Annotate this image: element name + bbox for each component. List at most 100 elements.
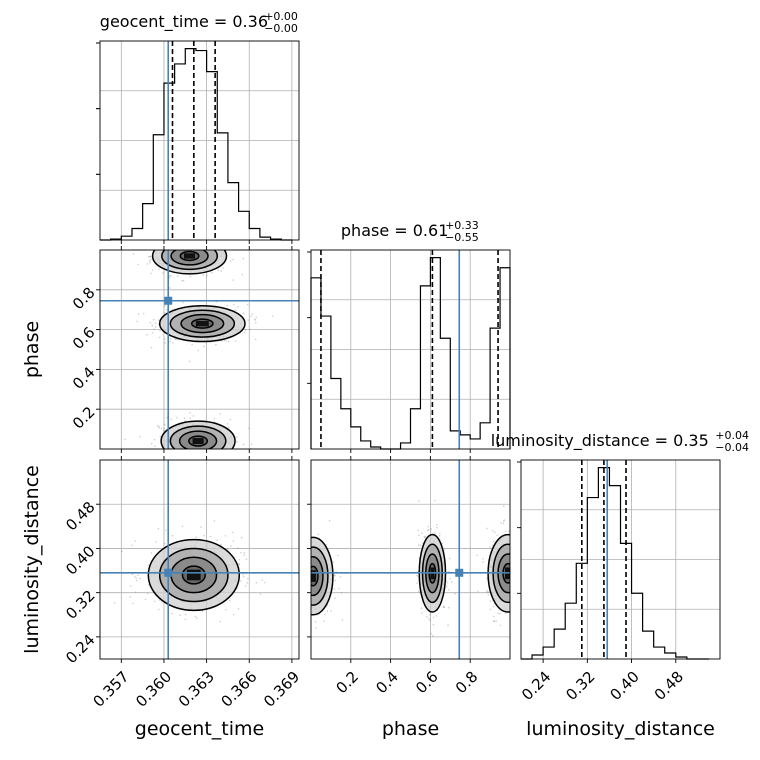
sample-point	[231, 531, 234, 534]
sample-point	[190, 242, 192, 244]
sample-point	[512, 560, 514, 562]
sample-point	[194, 248, 196, 250]
hist-frame	[310, 249, 511, 450]
sample-point	[261, 579, 263, 581]
sample-point	[301, 603, 303, 605]
sample-point	[524, 574, 526, 576]
sample-point	[511, 564, 513, 566]
sample-point	[211, 271, 213, 274]
sample-point	[304, 590, 306, 592]
density-panel-luminosity_distance_vs_geocent_time	[96, 459, 300, 663]
sample-point	[307, 539, 309, 541]
sample-point	[434, 499, 436, 502]
sample-point	[181, 457, 183, 459]
sample-point	[189, 275, 191, 278]
sample-point	[515, 537, 517, 539]
sample-point	[524, 578, 526, 580]
sample-point	[533, 597, 535, 599]
sample-point	[307, 562, 309, 564]
contour-line	[169, 309, 236, 338]
sample-point	[305, 583, 307, 585]
sample-point	[306, 597, 308, 599]
sample-point	[525, 556, 527, 558]
contour-line	[311, 555, 324, 597]
sample-point	[514, 534, 516, 536]
sample-point	[334, 579, 337, 582]
sample-point	[306, 609, 308, 611]
sample-point	[430, 528, 432, 530]
sample-point	[301, 573, 303, 575]
sample-point	[175, 338, 177, 341]
sample-point	[229, 260, 232, 263]
sample-point	[436, 526, 438, 529]
sample-point	[239, 580, 242, 582]
sample-point	[301, 593, 303, 595]
sample-point	[525, 584, 527, 586]
sample-point	[131, 573, 134, 575]
sample-point	[147, 255, 150, 258]
sample-point	[150, 442, 153, 445]
sample-point	[302, 576, 304, 578]
sample-point	[306, 544, 308, 546]
sample-point	[193, 245, 195, 247]
sample-point	[417, 534, 420, 537]
sample-point	[518, 599, 520, 601]
sample-point	[308, 604, 310, 606]
sample-point	[232, 303, 235, 306]
sample-point	[185, 242, 187, 244]
sample-point	[317, 533, 320, 536]
sample-point	[154, 244, 156, 246]
sample-point	[439, 532, 441, 535]
sample-point	[511, 585, 513, 587]
sample-point	[512, 590, 514, 592]
sample-point	[198, 451, 200, 453]
sample-point	[185, 247, 187, 249]
sample-point	[307, 588, 309, 590]
sample-point	[153, 328, 155, 331]
density-peak	[184, 253, 196, 259]
sample-point	[207, 451, 209, 453]
sample-point	[203, 345, 205, 348]
sample-point	[174, 248, 176, 250]
density-content	[100, 235, 299, 472]
sample-point	[190, 247, 192, 249]
sample-point	[162, 272, 164, 274]
sample-point	[519, 582, 521, 584]
sample-point	[519, 572, 521, 574]
sample-point	[513, 594, 515, 596]
sample-point	[416, 582, 419, 584]
contour-line	[151, 250, 228, 275]
sample-point	[201, 451, 203, 453]
sample-point	[241, 273, 244, 276]
sample-point	[124, 438, 126, 441]
sample-point	[171, 248, 173, 250]
sample-point	[159, 245, 161, 247]
sample-point	[533, 555, 535, 557]
sample-point	[225, 339, 228, 342]
sample-point	[242, 450, 244, 452]
sample-point	[512, 565, 514, 567]
sample-point	[304, 554, 306, 556]
sample-point	[195, 248, 197, 250]
sample-point	[516, 551, 518, 553]
sample-point	[185, 245, 187, 247]
sample-point	[180, 235, 182, 237]
sample-point	[259, 593, 262, 596]
sample-point	[191, 453, 193, 455]
sample-point	[516, 547, 518, 549]
sample-point	[438, 535, 441, 537]
sample-point	[149, 261, 151, 264]
sample-point	[217, 241, 219, 243]
sample-point	[229, 418, 232, 421]
sample-point	[242, 312, 245, 315]
sample-point	[510, 595, 512, 597]
sample-point	[447, 589, 450, 591]
contour-line	[170, 250, 209, 266]
sample-point	[171, 470, 173, 472]
sample-point	[277, 533, 279, 535]
sample-point	[532, 576, 534, 578]
sample-point	[513, 545, 515, 547]
x-tick-label-luminosity_distance: 0.24	[518, 668, 554, 704]
sample-point	[171, 455, 173, 457]
contour-line	[158, 547, 229, 603]
